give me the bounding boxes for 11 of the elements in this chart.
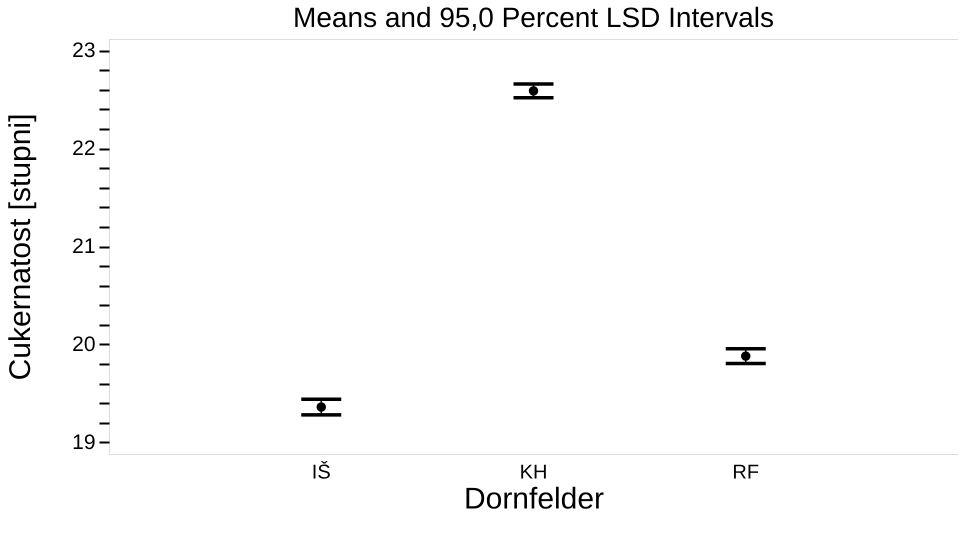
y-tick-label: 19: [72, 430, 96, 454]
y-tick-label: 20: [72, 332, 96, 356]
y-tick-label: 22: [72, 137, 96, 160]
x-tick-label: RF: [732, 462, 760, 484]
y-tick-label: 23: [72, 39, 96, 62]
y-tick-label: 21: [72, 235, 96, 258]
x-tick-label: KH: [520, 462, 548, 484]
chart-title: Means and 95,0 Percent LSD Intervals: [293, 2, 774, 33]
y-axis-title: Cukernatost [stupni]: [4, 114, 38, 380]
x-tick-label: IŠ: [312, 460, 331, 484]
x-axis-title: Dornfelder: [464, 482, 604, 516]
